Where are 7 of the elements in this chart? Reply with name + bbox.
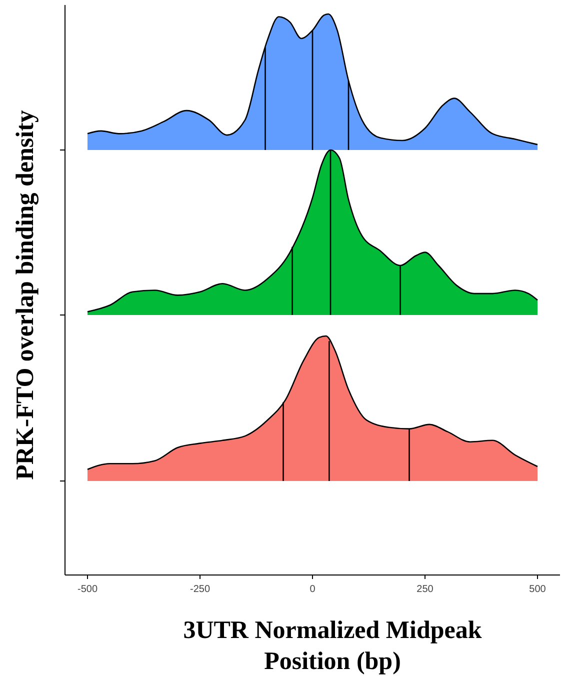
x-axis-title: 3UTR Normalized Midpeak Position (bp): [183, 617, 482, 675]
x-tick-label: -250: [190, 584, 210, 595]
x-tick-label: 0: [310, 584, 316, 595]
x-tick-label: 500: [529, 584, 546, 595]
y-axis-title: PRK-FTO overlap binding density: [12, 110, 39, 480]
x-tick-label: -500: [77, 584, 98, 595]
x-tick-label: 250: [416, 584, 434, 595]
